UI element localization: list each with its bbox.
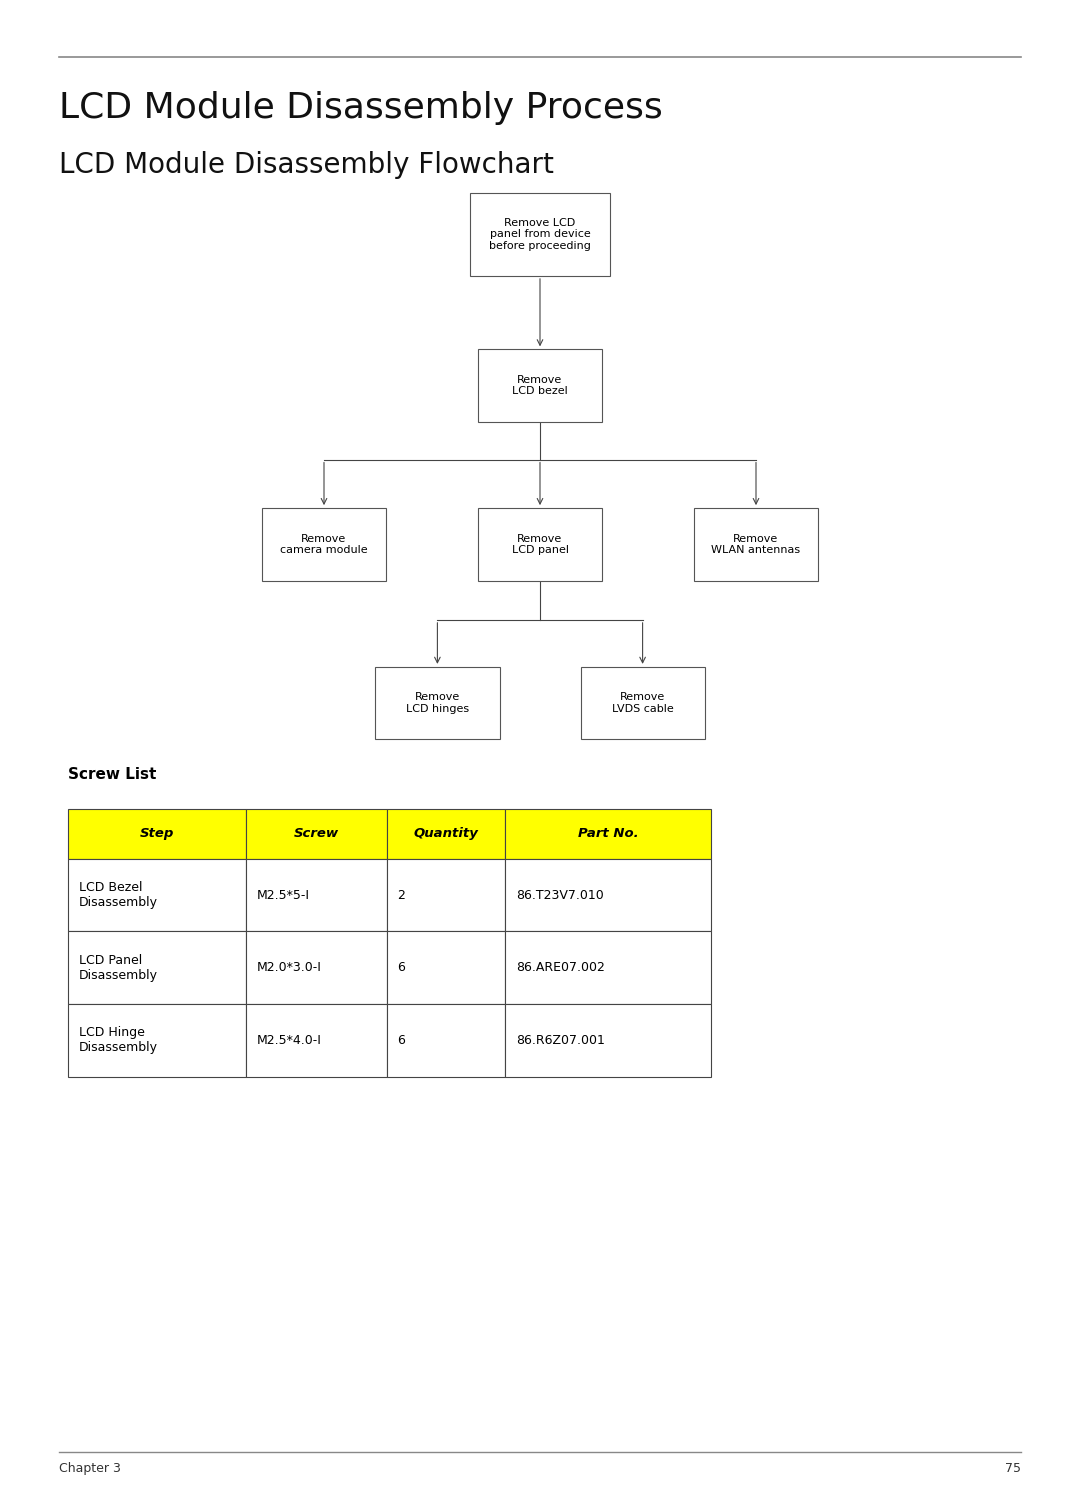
Text: Remove
LCD panel: Remove LCD panel [512, 534, 568, 555]
Text: Step: Step [140, 827, 174, 841]
Bar [693, 508, 819, 581]
Bar [68, 809, 246, 859]
Bar [505, 1004, 711, 1077]
Text: M2.5*5-I: M2.5*5-I [257, 889, 310, 901]
Bar [505, 809, 711, 859]
Bar [477, 508, 602, 581]
Bar [246, 1004, 387, 1077]
Bar [68, 859, 246, 931]
Text: Remove
camera module: Remove camera module [280, 534, 368, 555]
Bar [387, 931, 505, 1004]
Bar [246, 859, 387, 931]
Text: Remove
LCD bezel: Remove LCD bezel [512, 375, 568, 396]
Bar [505, 931, 711, 1004]
Text: M2.5*4.0-I: M2.5*4.0-I [257, 1034, 322, 1046]
Text: Screw List: Screw List [68, 767, 157, 782]
Text: LCD Module Disassembly Flowchart: LCD Module Disassembly Flowchart [59, 151, 554, 180]
Bar [387, 1004, 505, 1077]
Text: 86.R6Z07.001: 86.R6Z07.001 [516, 1034, 605, 1046]
Text: LCD Bezel
Disassembly: LCD Bezel Disassembly [79, 881, 158, 909]
Text: 86.T23V7.010: 86.T23V7.010 [516, 889, 604, 901]
Text: Remove
WLAN antennas: Remove WLAN antennas [712, 534, 800, 555]
Text: Quantity: Quantity [414, 827, 478, 841]
Text: Remove
LCD hinges: Remove LCD hinges [406, 692, 469, 714]
Text: Remove
LVDS cable: Remove LVDS cable [611, 692, 674, 714]
Text: LCD Module Disassembly Process: LCD Module Disassembly Process [59, 91, 663, 124]
Text: LCD Panel
Disassembly: LCD Panel Disassembly [79, 954, 158, 981]
Bar [246, 809, 387, 859]
Text: 75: 75 [1004, 1462, 1021, 1476]
Bar [376, 667, 499, 739]
Bar [505, 859, 711, 931]
Text: Chapter 3: Chapter 3 [59, 1462, 121, 1476]
Text: M2.0*3.0-I: M2.0*3.0-I [257, 962, 322, 974]
Bar [68, 931, 246, 1004]
Bar [261, 508, 387, 581]
Bar [68, 1004, 246, 1077]
Bar [387, 809, 505, 859]
Text: 86.ARE07.002: 86.ARE07.002 [516, 962, 605, 974]
Bar [387, 859, 505, 931]
Text: LCD Hinge
Disassembly: LCD Hinge Disassembly [79, 1027, 158, 1054]
Bar [470, 194, 610, 277]
Bar [581, 667, 705, 739]
Text: 2: 2 [397, 889, 405, 901]
Text: 6: 6 [397, 962, 405, 974]
Bar [477, 349, 602, 422]
Text: Screw: Screw [294, 827, 339, 841]
Text: Part No.: Part No. [578, 827, 638, 841]
Text: Remove LCD
panel from device
before proceeding: Remove LCD panel from device before proc… [489, 218, 591, 251]
Text: 6: 6 [397, 1034, 405, 1046]
Bar [246, 931, 387, 1004]
